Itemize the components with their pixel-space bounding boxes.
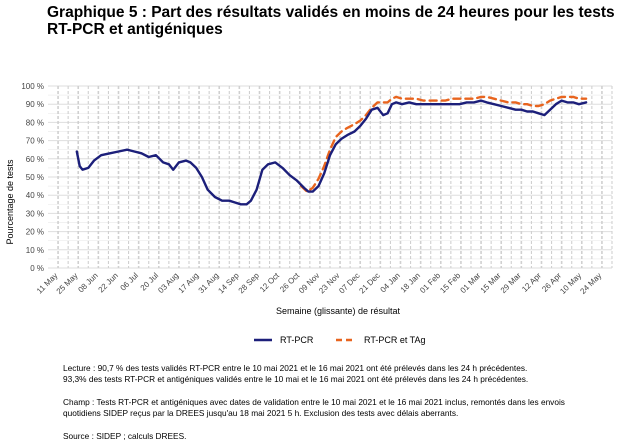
y-tick-label: 0 %: [30, 264, 44, 273]
reading-note-line-1: Lecture : 90,7 % des tests validés RT-PC…: [63, 363, 528, 373]
x-tick-label: 25 May: [55, 271, 80, 296]
x-tick-label: 28 Sep: [237, 271, 262, 296]
x-tick-label: 08 Jun: [76, 271, 99, 294]
x-tick-label: 01 Mar: [459, 271, 483, 295]
y-axis-label: Pourcentage de tests: [5, 159, 15, 245]
y-tick-label: 100 %: [21, 82, 44, 91]
chart-title: Graphique 5 : Part des résultats validés…: [47, 4, 615, 38]
x-tick-label: 17 Aug: [176, 271, 200, 295]
x-tick-label: 18 Jan: [399, 271, 422, 294]
x-tick-label: 07 Dec: [337, 271, 361, 295]
x-axis-label: Semaine (glissante) de résultat: [276, 306, 401, 316]
line-chart: 0 % 10 % 20 % 30 % 40 % 50 % 60 % 70 % 80 % 90 % 1…: [5, 82, 613, 345]
series-lines: [75, 95, 588, 206]
x-tick-label: 06 Jul: [119, 271, 141, 293]
x-tick-label: 09 Nov: [297, 271, 321, 295]
scope-note-line-1: Champ : Tests RT-PCR et antigéniques ave…: [63, 397, 565, 407]
y-tick-label: 80 %: [26, 118, 44, 127]
x-tick-label: 29 Mar: [499, 271, 523, 295]
x-tick-label: 21 Dec: [357, 271, 381, 295]
y-tick-label: 60 %: [26, 155, 44, 164]
x-tick-label: 04 Jan: [379, 271, 402, 294]
x-tick-label: 01 Feb: [418, 271, 442, 295]
x-tick-label: 15 Mar: [479, 271, 503, 295]
x-tick-label: 12 Oct: [258, 271, 282, 295]
legend-label-rt-pcr: RT-PCR: [280, 335, 314, 345]
y-tick-label: 30 %: [26, 209, 44, 218]
x-tick-label: 15 Feb: [438, 271, 462, 295]
x-tick-label: 03 Aug: [156, 271, 180, 295]
series-line-rt-pcr-et-tag: [300, 95, 588, 193]
x-tick-label: 22 Jun: [97, 271, 120, 294]
legend: RT-PCR RT-PCR et TAg: [254, 335, 426, 345]
y-tick-label: 20 %: [26, 228, 44, 237]
reading-note: Lecture : 90,7 % des tests validés RT-PC…: [63, 363, 623, 385]
series-line-rt-pcr: [75, 99, 588, 206]
x-tick-label: 12 Apr: [520, 271, 543, 294]
reading-note-line-2: 93,3% des tests RT-PCR et antigéniques v…: [63, 374, 529, 384]
x-tick-label: 14 Sep: [216, 271, 241, 296]
legend-label-rt-pcr-tag: RT-PCR et TAg: [364, 335, 426, 345]
y-tick-label: 10 %: [26, 246, 44, 255]
y-tick-label: 70 %: [26, 137, 44, 146]
x-tick-label: 10 May: [558, 271, 583, 296]
y-axis-ticks: 0 % 10 % 20 % 30 % 40 % 50 % 60 % 70 % 80 % 90 % 1…: [21, 82, 44, 273]
x-tick-label: 23 Nov: [317, 271, 341, 295]
scope-note-line-2: quotidiens SIDEP reçus par la DREES jusq…: [63, 408, 459, 418]
grid-lines: [48, 85, 613, 269]
y-tick-label: 40 %: [26, 191, 44, 200]
scope-note: Champ : Tests RT-PCR et antigéniques ave…: [63, 397, 623, 419]
x-tick-label: 24 May: [578, 271, 603, 296]
source-note: Source : SIDEP ; calculs DREES.: [63, 431, 187, 441]
y-tick-label: 50 %: [26, 173, 44, 182]
x-tick-label: 31 Aug: [197, 271, 221, 295]
y-tick-label: 90 %: [26, 100, 44, 109]
